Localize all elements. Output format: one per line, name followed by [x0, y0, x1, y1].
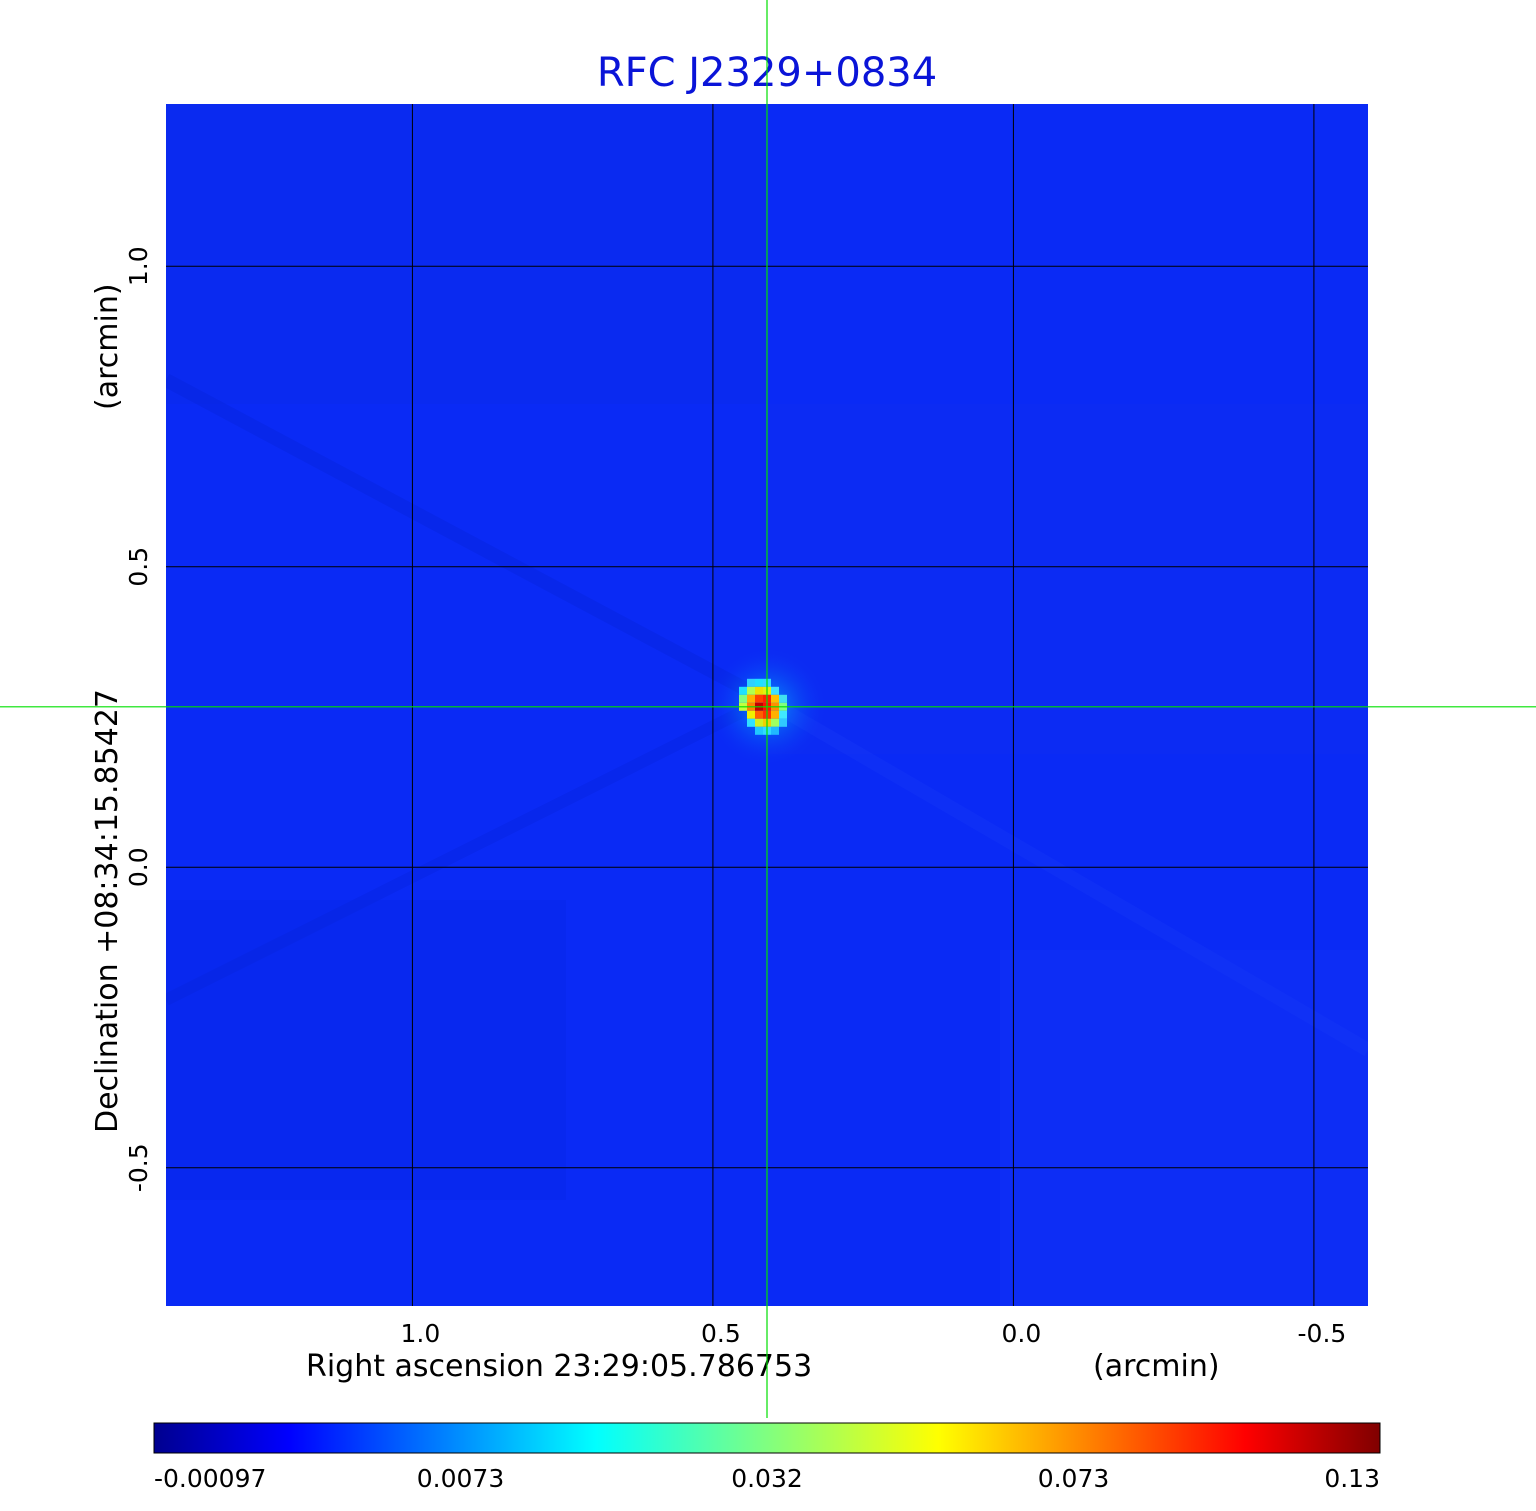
x-axis-label: Right ascension 23:29:05.786753: [306, 1349, 812, 1384]
y-tick-label: -0.5: [124, 1143, 153, 1192]
colorbar: [153, 1422, 1381, 1454]
crosshair: [0, 0, 1536, 1418]
source-pixel: [755, 678, 763, 687]
noise-texture: [166, 104, 1368, 1306]
x-tick-label: -0.5: [1298, 1319, 1347, 1348]
source-pixel: [747, 686, 755, 695]
source-pixel: [747, 710, 755, 719]
source-pixel: [739, 694, 747, 703]
y-tick-label: 0.5: [124, 547, 153, 587]
source-pixel: [755, 694, 763, 703]
source-pixel: [747, 678, 755, 687]
colorbar-tick-labels: -0.00097 0.0073 0.032 0.073 0.13: [154, 1464, 1380, 1493]
x-tick-label: 1.0: [401, 1319, 441, 1348]
y-axis-label: Declination +08:34:15.85427: [90, 689, 125, 1133]
source-pixel: [771, 718, 779, 727]
x-axis-unit: (arcmin): [1093, 1349, 1220, 1384]
y-axis-unit: (arcmin): [90, 283, 125, 410]
y-tick-labels: 1.0 0.5 0.0 -0.5: [124, 246, 153, 1192]
source-pixel: [739, 686, 747, 695]
colorbar-tick-label: 0.073: [1038, 1464, 1110, 1493]
source-pixel: [755, 686, 763, 695]
source-pixel: [755, 718, 763, 727]
x-tick-label: 0.0: [1002, 1319, 1042, 1348]
x-tick-label: 0.5: [701, 1319, 741, 1348]
y-tick-label: 0.0: [124, 847, 153, 887]
x-tick-labels: 1.0 0.5 0.0 -0.5: [401, 1319, 1347, 1348]
source-pixel: [779, 694, 787, 703]
source-pixel: [747, 718, 755, 727]
source-pixel: [779, 718, 787, 727]
source-pixel: [755, 726, 763, 735]
source-pixel: [779, 710, 787, 719]
source-pixel: [747, 694, 755, 703]
colorbar-tick-label: 0.032: [731, 1464, 803, 1493]
source-pixel: [755, 710, 763, 719]
y-tick-label: 1.0: [124, 246, 153, 286]
source-pixel: [771, 694, 779, 703]
colorbar-tick-label: 0.13: [1324, 1464, 1380, 1493]
source-pixel: [771, 686, 779, 695]
source-pixel: [771, 710, 779, 719]
source-pixel: [771, 726, 779, 735]
colorbar-tick-label: -0.00097: [154, 1464, 266, 1493]
colorbar-tick-label: 0.0073: [417, 1464, 504, 1493]
